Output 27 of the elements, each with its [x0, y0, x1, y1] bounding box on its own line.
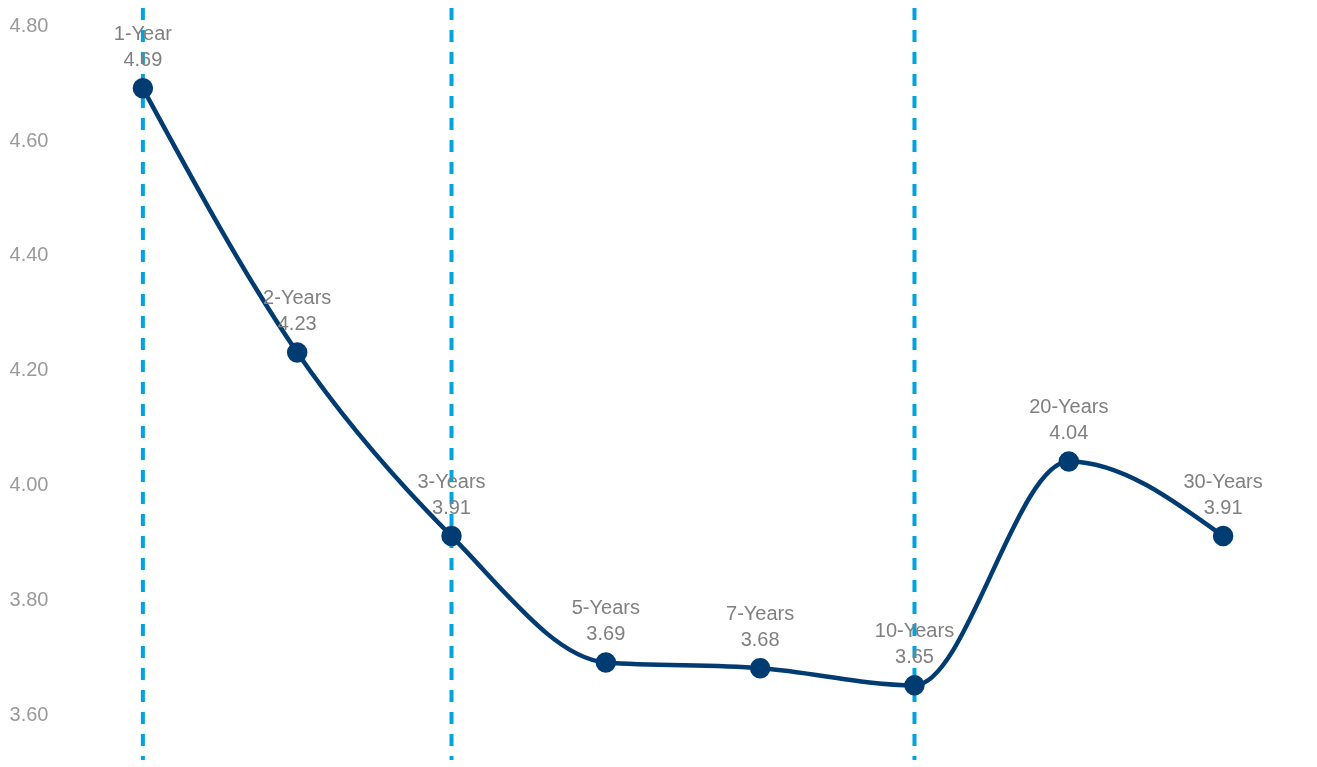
- y-tick-label: 4.60: [9, 128, 49, 151]
- data-label: 3.65: [895, 645, 934, 668]
- data-label: 3.91: [1203, 496, 1243, 519]
- y-tick-label: 3.60: [9, 702, 49, 725]
- x-tick-label: 30-Years: [1183, 470, 1263, 493]
- data-label: 4.04: [1049, 421, 1089, 444]
- data-label: 3.91: [432, 496, 471, 519]
- y-tick-label: 4.20: [9, 358, 49, 381]
- point: [1058, 451, 1080, 472]
- point: [904, 675, 925, 696]
- x-tick-label: 2-Years: [263, 286, 332, 309]
- x-tick-label: 20-Years: [1029, 395, 1109, 418]
- y-tick-label: 4.40: [9, 243, 49, 266]
- point: [286, 342, 308, 363]
- y-tick-label: 3.80: [9, 587, 49, 610]
- y-tick-label: 4.80: [9, 13, 49, 36]
- point: [441, 525, 462, 547]
- y-tick-label: 4.00: [9, 472, 49, 495]
- point: [1212, 525, 1234, 547]
- x-tick-label: 5-Years: [571, 596, 640, 619]
- data-label: 3.68: [740, 628, 780, 651]
- point: [595, 652, 617, 673]
- point: [132, 78, 154, 99]
- x-tick-label: 3-Years: [417, 470, 486, 493]
- data-label: 3.69: [586, 622, 626, 645]
- point: [749, 657, 771, 679]
- x-tick-label: 7-Years: [726, 602, 795, 625]
